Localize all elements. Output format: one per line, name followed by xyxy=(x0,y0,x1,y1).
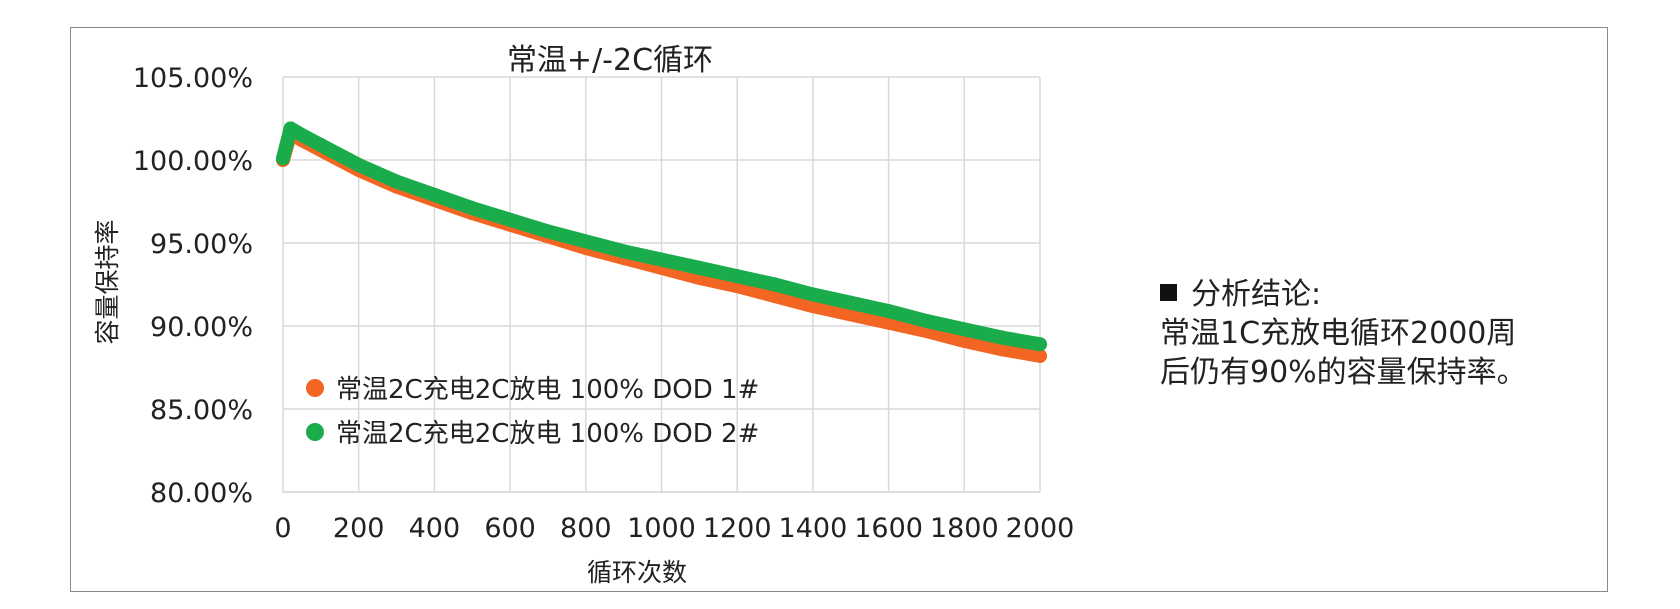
data-point xyxy=(427,187,442,202)
data-point xyxy=(843,295,858,310)
data-point xyxy=(616,244,631,259)
conclusion-line-2: 后仍有90%的容量保持率。 xyxy=(1160,355,1527,390)
x-tick-label: 200 xyxy=(333,513,385,544)
y-tick-label: 100.00% xyxy=(133,146,253,177)
chart-title: 常温+/-2C循环 xyxy=(507,43,713,78)
series-2 xyxy=(276,121,1047,352)
data-point xyxy=(957,322,972,337)
x-tick-label: 0 xyxy=(274,513,291,544)
data-point xyxy=(957,333,972,348)
data-point xyxy=(313,138,328,153)
data-point xyxy=(351,157,366,172)
legend-label: 常温2C充电2C放电 100% DOD 1# xyxy=(336,375,759,405)
conclusion-heading: 分析结论: xyxy=(1191,277,1322,312)
data-point xyxy=(805,287,820,302)
chart-frame xyxy=(70,27,1608,592)
tick-layer: 0 200 400 600 800 1000 1200 1400 1600 1800 2000 80.… xyxy=(133,63,1075,544)
legend-label: 常温2C充电2C放电 100% DOD 2# xyxy=(336,419,759,449)
data-point xyxy=(730,269,745,284)
data-point xyxy=(283,121,298,136)
data-point xyxy=(276,151,290,166)
grid xyxy=(282,76,1041,493)
conclusion-panel: 分析结论: 常温1C充放电循环2000周 后仍有90%的容量保持率。 xyxy=(1160,275,1640,392)
x-tick-label: 1200 xyxy=(703,513,772,544)
data-point xyxy=(768,277,783,292)
x-axis-label: 循环次数 xyxy=(587,558,687,587)
y-tick-label: 80.00% xyxy=(150,478,253,509)
x-tick-label: 1600 xyxy=(854,513,923,544)
x-tick-label: 600 xyxy=(484,513,536,544)
x-tick-label: 1800 xyxy=(930,513,999,544)
data-point xyxy=(294,128,309,143)
y-tick-label: 90.00% xyxy=(150,312,253,343)
x-tick-label: 800 xyxy=(560,513,612,544)
x-tick-label: 400 xyxy=(409,513,461,544)
x-tick-label: 1000 xyxy=(627,513,696,544)
data-point xyxy=(503,212,518,227)
conclusion-heading-row: 分析结论: xyxy=(1160,275,1640,314)
conclusion-line-1: 常温1C充放电循环2000周 xyxy=(1160,316,1517,351)
y-tick-label: 95.00% xyxy=(150,229,253,260)
data-point xyxy=(465,201,480,216)
legend: 常温2C充电2C放电 100% DOD 1# 常温2C充电2C放电 100% DO… xyxy=(306,375,759,449)
data-point xyxy=(389,174,404,189)
data-point xyxy=(805,299,820,314)
data-point xyxy=(995,342,1010,357)
data-point xyxy=(540,224,555,239)
series-layer xyxy=(276,121,1047,363)
legend-marker xyxy=(306,423,324,441)
data-point xyxy=(1033,348,1047,363)
x-tick-label: 2000 xyxy=(1006,513,1075,544)
data-point xyxy=(692,260,707,275)
data-point xyxy=(919,314,934,329)
data-point xyxy=(654,252,669,267)
data-point xyxy=(881,304,896,319)
legend-marker xyxy=(306,379,324,397)
y-axis-label: 容量保持率 xyxy=(93,219,122,344)
data-point xyxy=(995,330,1010,345)
data-point xyxy=(578,234,593,249)
y-tick-label: 105.00% xyxy=(133,63,253,94)
data-point xyxy=(1033,337,1047,352)
y-tick-label: 85.00% xyxy=(150,395,253,426)
x-tick-label: 1400 xyxy=(779,513,848,544)
data-point xyxy=(843,307,858,322)
square-bullet-icon xyxy=(1160,284,1177,301)
